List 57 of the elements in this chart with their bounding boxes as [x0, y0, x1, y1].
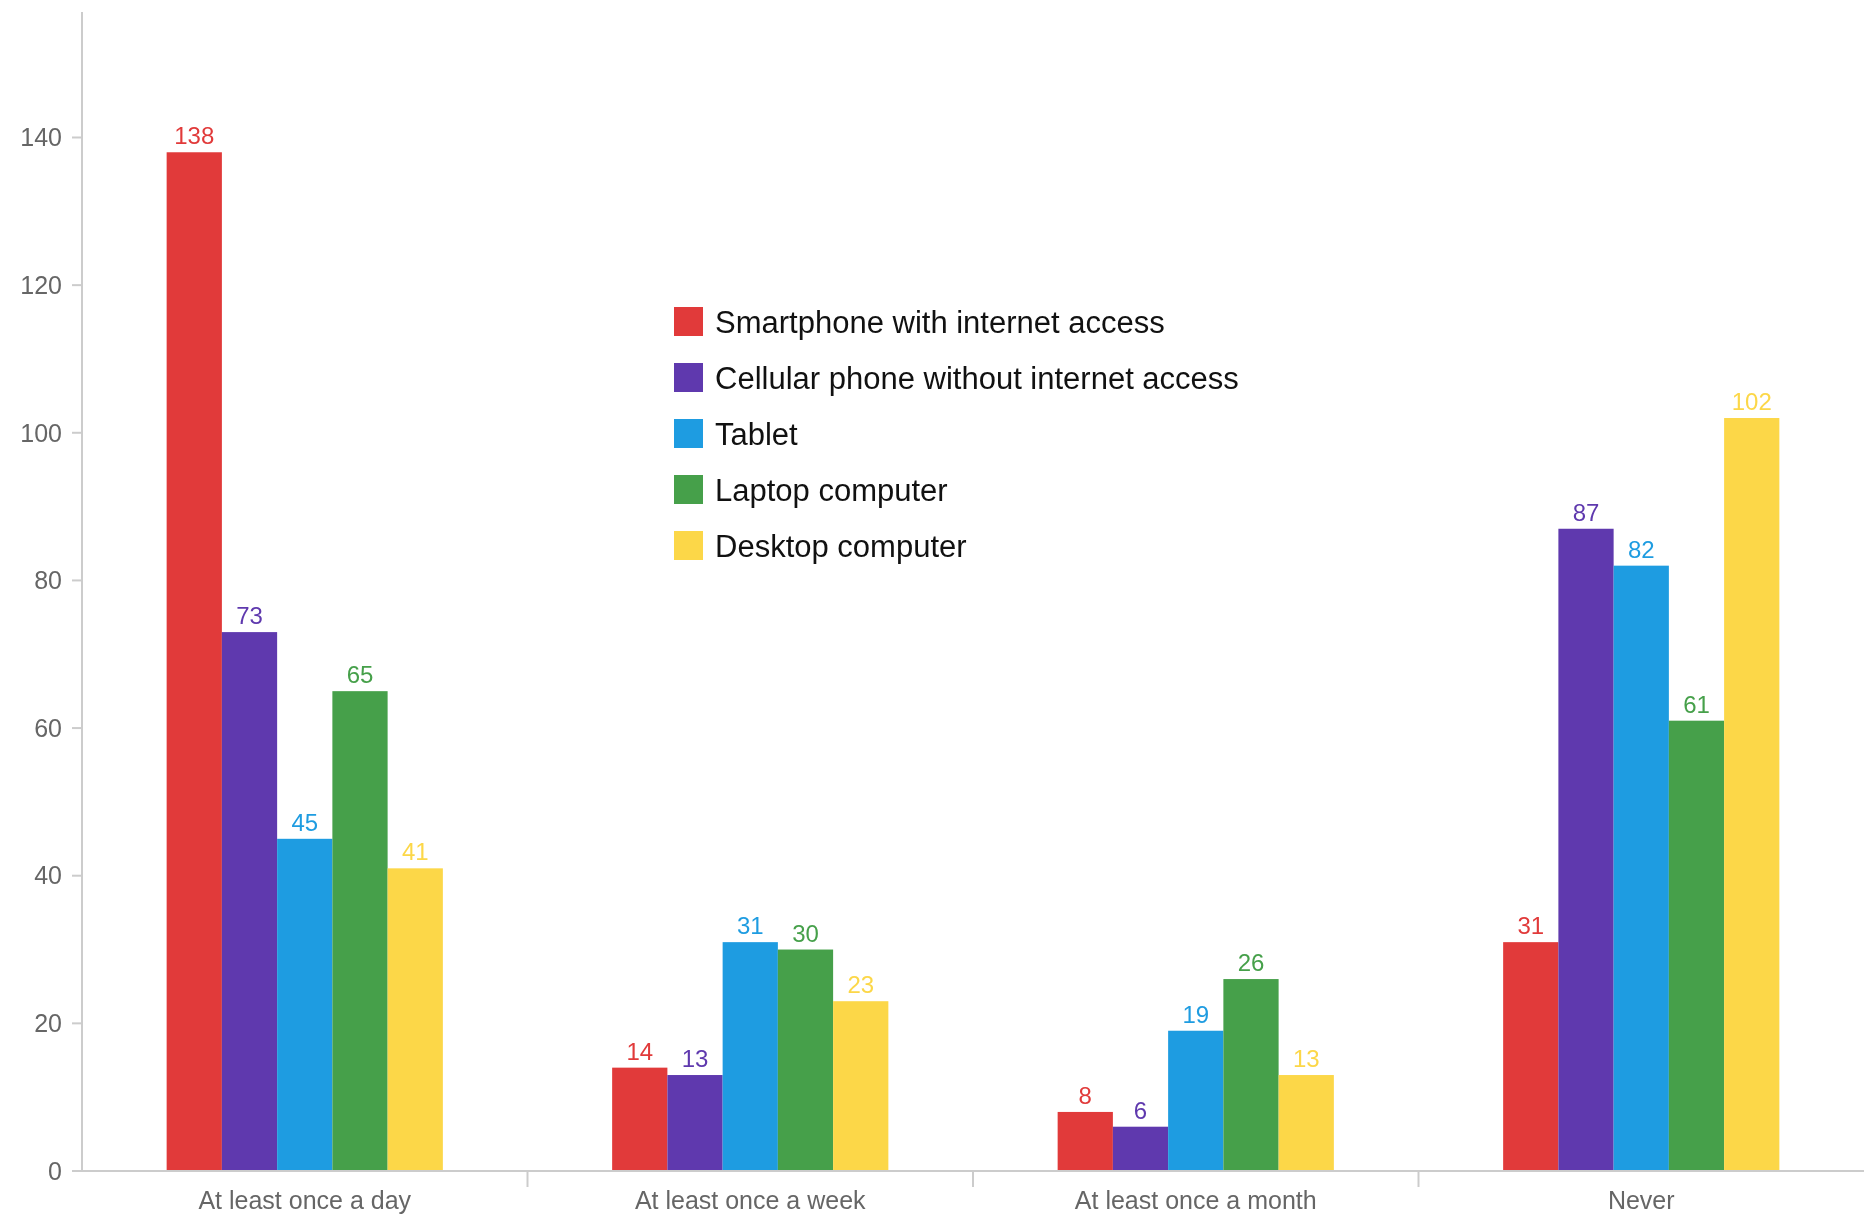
data-label: 19	[1182, 1000, 1210, 1028]
data-label: 31	[736, 912, 764, 940]
bar	[722, 942, 778, 1171]
y-tick-label: 140	[20, 123, 62, 152]
bar	[612, 1067, 668, 1171]
y-tick-label: 100	[20, 418, 62, 447]
data-label: 82	[1627, 535, 1655, 563]
x-tick-label: Never	[1607, 1186, 1675, 1214]
legend-label: Laptop computer	[715, 472, 948, 508]
y-tick-label: 20	[34, 1009, 62, 1038]
data-label: 61	[1683, 690, 1710, 718]
bar	[166, 152, 222, 1171]
x-tick-label: At least once a day	[198, 1186, 412, 1214]
y-tick-label: 60	[34, 713, 62, 742]
bar	[1112, 1126, 1169, 1171]
x-tick-label: At least once a week	[634, 1186, 867, 1214]
legend-label: Smartphone with internet access	[715, 304, 1165, 340]
data-label: 45	[291, 808, 319, 836]
bar	[1724, 418, 1780, 1171]
bar	[1503, 942, 1559, 1171]
bar	[1278, 1075, 1334, 1171]
legend-label: Cellular phone without internet access	[715, 360, 1239, 396]
bar	[1223, 979, 1279, 1171]
y-tick-label: 80	[34, 566, 62, 595]
y-tick-label: 40	[34, 861, 62, 890]
data-label: 26	[1237, 949, 1265, 977]
bar	[1668, 720, 1725, 1171]
bar	[1057, 1111, 1113, 1171]
data-label: 13	[1292, 1045, 1320, 1073]
bar	[667, 1075, 723, 1171]
data-label: 102	[1731, 388, 1772, 416]
legend-label: Tablet	[715, 416, 799, 452]
x-tick-label: At least once a month	[1074, 1186, 1317, 1214]
bar	[1613, 565, 1669, 1171]
data-label: 8	[1078, 1081, 1092, 1109]
data-label: 41	[401, 838, 429, 866]
data-label: 13	[681, 1045, 709, 1073]
bar	[1558, 528, 1614, 1171]
data-label: 6	[1133, 1096, 1148, 1124]
bar	[1168, 1030, 1224, 1171]
data-label: 30	[792, 919, 819, 947]
bar	[277, 838, 333, 1171]
legend-label: Desktop computer	[715, 528, 967, 564]
bar	[221, 632, 278, 1171]
y-tick-label: 120	[20, 270, 62, 299]
y-tick-label: 0	[48, 1156, 62, 1185]
bar	[833, 1001, 889, 1171]
data-label: 23	[847, 971, 875, 999]
bar	[777, 949, 834, 1171]
data-label: 31	[1517, 912, 1545, 940]
data-label: 138	[174, 122, 215, 150]
data-label: 65	[346, 661, 374, 689]
bar	[387, 868, 443, 1171]
data-label: 73	[236, 602, 263, 630]
data-label: 87	[1572, 498, 1600, 526]
data-label: 14	[626, 1037, 654, 1065]
bar	[332, 691, 388, 1171]
